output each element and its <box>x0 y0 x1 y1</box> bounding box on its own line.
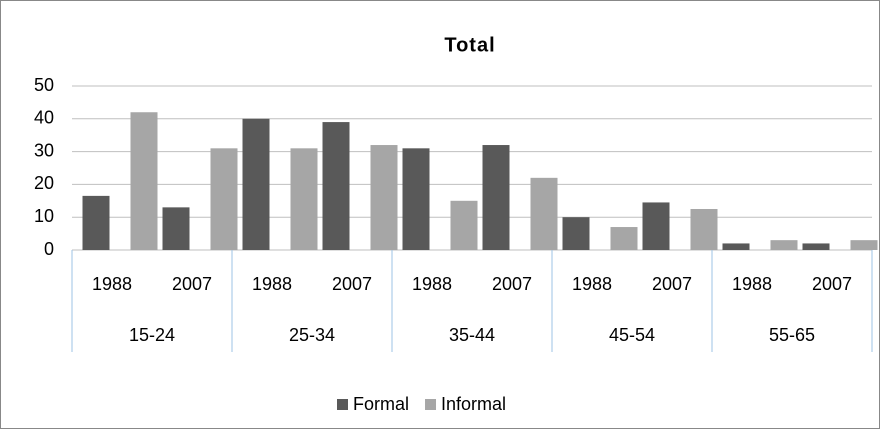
y-tick-label: 50 <box>34 75 54 95</box>
legend-label: Formal <box>353 394 409 414</box>
bar <box>802 243 830 250</box>
group-label: 15-24 <box>129 325 175 345</box>
x-tick-label: 2007 <box>812 274 852 294</box>
x-tick-label: 1988 <box>412 274 452 294</box>
group-label: 25-34 <box>289 325 335 345</box>
legend-swatch <box>337 399 348 410</box>
group-label: 45-54 <box>609 325 655 345</box>
x-tick-label: 2007 <box>492 274 532 294</box>
legend-label: Informal <box>441 394 506 414</box>
bar <box>242 118 270 250</box>
y-tick-label: 10 <box>34 206 54 226</box>
group-label: 55-65 <box>769 325 815 345</box>
x-tick-label: 1988 <box>572 274 612 294</box>
y-tick-label: 0 <box>44 239 54 259</box>
legend-swatch <box>425 399 437 410</box>
bar <box>370 145 398 250</box>
bar <box>482 145 510 250</box>
bar <box>402 148 430 250</box>
bar <box>450 200 478 250</box>
chart-title: Total <box>444 34 495 56</box>
bar <box>562 217 590 250</box>
bar <box>690 209 718 250</box>
x-tick-label: 2007 <box>172 274 212 294</box>
y-tick-label: 20 <box>34 173 54 193</box>
bar <box>210 148 238 250</box>
x-tick-label: 2007 <box>332 274 372 294</box>
bar <box>82 195 110 250</box>
x-tick-label: 1988 <box>252 274 292 294</box>
bar <box>770 240 798 250</box>
x-tick-label: 1988 <box>92 274 132 294</box>
bar <box>610 227 638 250</box>
bar <box>530 177 558 250</box>
x-tick-label: 1988 <box>732 274 772 294</box>
y-tick-label: 40 <box>34 108 54 128</box>
bar <box>162 207 190 250</box>
bar <box>722 243 750 250</box>
x-tick-label: 2007 <box>652 274 692 294</box>
bar <box>642 202 670 250</box>
bar <box>322 122 350 250</box>
bar <box>850 240 878 250</box>
group-label: 35-44 <box>449 325 495 345</box>
bar <box>130 112 158 251</box>
bar <box>290 148 318 250</box>
y-tick-label: 30 <box>34 140 54 160</box>
